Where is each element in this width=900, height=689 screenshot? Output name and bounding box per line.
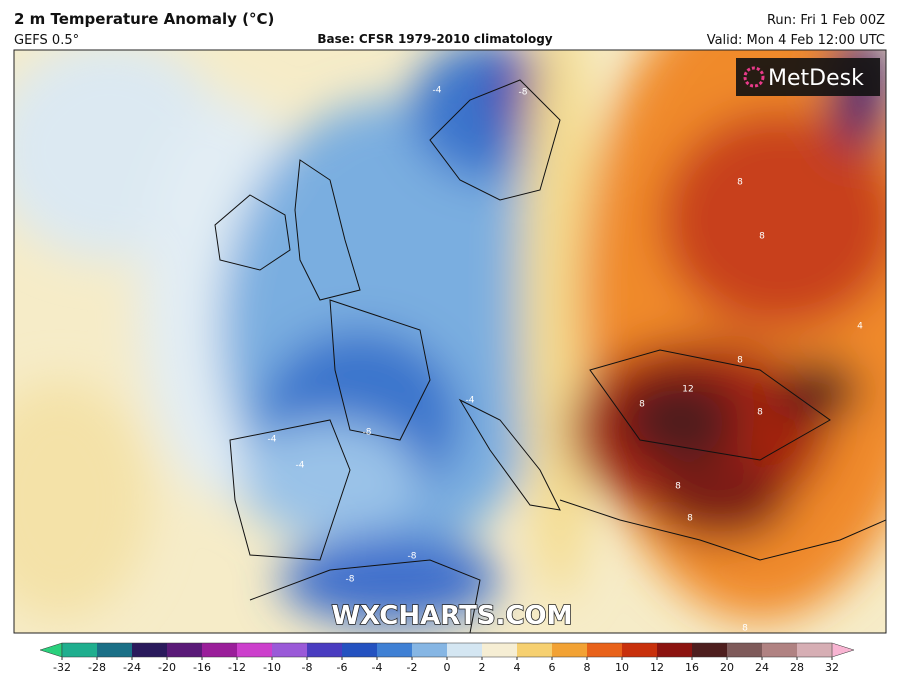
- contour-label: 12: [682, 385, 693, 395]
- watermark: WXCHARTS.COM: [331, 601, 572, 631]
- colorbar-under: [39, 642, 63, 658]
- valid: Valid: Mon 4 Feb 12:00 UTC: [707, 33, 885, 48]
- colorbar-segment: [517, 643, 553, 657]
- coastlines: [214, 79, 886, 633]
- colorbar-tick-label: 2: [479, 661, 486, 674]
- contour-label: 8: [742, 624, 748, 634]
- colorbar-tick-label: 16: [685, 661, 699, 674]
- colorbar: -32 -28 -24 -20 -16 -12 -10 -8 -6 -4 -2 0 2 4 6 8 10 12 16…: [39, 642, 855, 674]
- colorbar-segment: [377, 643, 413, 657]
- colorbar-segment: [307, 643, 343, 657]
- colorbar-tick-label: 4: [514, 661, 521, 674]
- colorbar-segment: [482, 643, 518, 657]
- anomaly-field: [14, 50, 886, 625]
- colorbar-tick-label: 28: [790, 661, 804, 674]
- colorbar-tick-label: -20: [158, 661, 176, 674]
- base: Base: CFSR 1979-2010 climatology: [317, 32, 552, 46]
- run: Run: Fri 1 Feb 00Z: [767, 13, 885, 28]
- colorbar-segment: [727, 643, 763, 657]
- colorbar-tick-label: 32: [825, 661, 839, 674]
- colorbar-tick-label: -12: [228, 661, 246, 674]
- colorbar-tick-label: -10: [263, 661, 281, 674]
- contour-label: 8: [759, 232, 765, 242]
- colorbar-segment: [587, 643, 623, 657]
- contour-label: 8: [757, 408, 763, 418]
- contour-label: -8: [363, 428, 372, 438]
- contour-label: 8: [737, 178, 743, 188]
- contour-label: 8: [639, 400, 645, 410]
- colorbar-tick-label: 10: [615, 661, 629, 674]
- colorbar-segment: [272, 643, 308, 657]
- colorbar-segment: [167, 643, 203, 657]
- contour-label: -4: [433, 86, 442, 96]
- contour-label: -4: [296, 461, 305, 471]
- colorbar-segment: [62, 643, 98, 657]
- map-frame: [13, 49, 887, 634]
- colorbar-tick-label: -8: [302, 661, 313, 674]
- colorbar-segment: [622, 643, 658, 657]
- colorbar-tick-label: -4: [372, 661, 383, 674]
- colorbar-tick-label: 20: [720, 661, 734, 674]
- colorbar-tick-label: -2: [407, 661, 418, 674]
- colorbar-tick-label: 24: [755, 661, 769, 674]
- logo: MetDesk: [768, 66, 864, 91]
- colorbar-segment: [412, 643, 448, 657]
- colorbar-tick-label: 8: [584, 661, 591, 674]
- colorbar-segment: [202, 643, 238, 657]
- colorbar-over: [831, 642, 855, 658]
- colorbar-segment: [657, 643, 693, 657]
- contour-label: 8: [687, 514, 693, 524]
- model: GEFS 0.5°: [14, 33, 79, 48]
- colorbar-tick-label: -6: [337, 661, 348, 674]
- title: 2 m Temperature Anomaly (°C): [14, 10, 274, 28]
- logo-box: MetDesk: [736, 58, 880, 96]
- contour-label: 8: [737, 356, 743, 366]
- map: -4 -8 -4 -8 -8 -4 -8 -4 8 8 8 12 8 8 8 8 4 8 MetDesk WXCH…: [14, 50, 886, 634]
- contour-labels: -4 -8 -4 -8 -8 -4 -8 -4 8 8 8 12 8 8 8 8 4 8: [268, 86, 864, 634]
- colorbar-segment: [692, 643, 728, 657]
- colorbar-segment: [552, 643, 588, 657]
- colorbar-segment: [237, 643, 273, 657]
- colorbar-tick-label: -24: [123, 661, 141, 674]
- contour-label: -8: [346, 575, 355, 585]
- colorbar-tick-label: 0: [444, 661, 451, 674]
- contour-label: 8: [675, 482, 681, 492]
- contour-label: 4: [857, 322, 863, 332]
- colorbar-tick-label: -16: [193, 661, 211, 674]
- colorbar-segment: [447, 643, 483, 657]
- colorbar-segment: [97, 643, 133, 657]
- contour-label: -4: [466, 396, 475, 406]
- colorbar-tick-label: 12: [650, 661, 664, 674]
- colorbar-tick-label: -32: [53, 661, 71, 674]
- contour-label: -4: [268, 435, 277, 445]
- colorbar-segment: [342, 643, 378, 657]
- colorbar-segment: [762, 643, 798, 657]
- colorbar-tick-label: -28: [88, 661, 106, 674]
- contour-label: -8: [519, 88, 528, 98]
- colorbar-segment: [797, 643, 833, 657]
- contour-label: -8: [408, 552, 417, 562]
- colorbar-tick-label: 6: [549, 661, 556, 674]
- colorbar-segment: [132, 643, 168, 657]
